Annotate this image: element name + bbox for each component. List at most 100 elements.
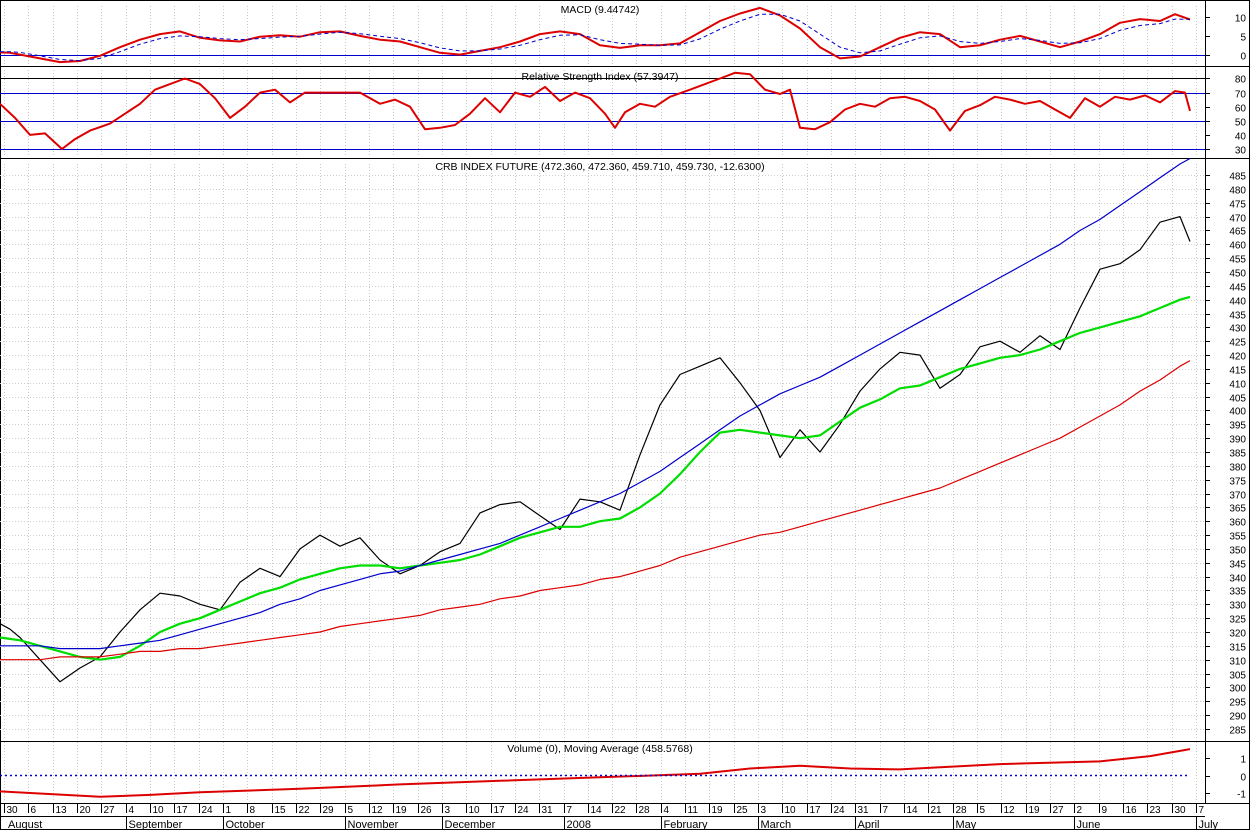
x-month-label: August: [8, 819, 42, 830]
x-day-label: 31: [858, 805, 870, 816]
chart-labels: 30 6 13 20 27 4 10 17 24 1 8 15 22 29 5 12 19 26 3 10 17 24 31…: [0, 4, 1247, 831]
x-day-label: 30: [7, 805, 19, 816]
x-day-label: 8: [250, 805, 256, 816]
x-day-label: 22: [299, 805, 311, 816]
x-month-label: November: [348, 819, 399, 830]
x-day-label: 23: [1150, 805, 1162, 816]
price-y-tick-label: 405: [1229, 394, 1246, 405]
price-y-tick-label: 400: [1229, 407, 1246, 418]
volume-y-tick-label: -1: [1237, 790, 1246, 801]
x-day-label: 24: [834, 805, 846, 816]
rsi-y-tick-label: 70: [1235, 90, 1247, 101]
x-day-label: 7: [567, 805, 573, 816]
price-y-tick-label: 455: [1229, 255, 1246, 266]
x-day-label: 12: [1004, 805, 1016, 816]
price-y-tick-label: 300: [1229, 684, 1246, 695]
price-y-tick-label: 335: [1229, 587, 1246, 598]
volume-series-0: [0, 748, 1191, 798]
price-y-tick-label: 430: [1229, 324, 1246, 335]
x-day-label: 22: [615, 805, 627, 816]
price-y-tick-label: 385: [1229, 449, 1246, 460]
x-day-label: 17: [177, 805, 189, 816]
x-day-label: 17: [810, 805, 822, 816]
rsi-y-tick-label: 40: [1235, 132, 1247, 143]
chart-series: [0, 6, 1191, 798]
x-day-label: 1: [226, 805, 232, 816]
price-y-tick-label: 465: [1229, 227, 1246, 238]
price-y-tick-label: 425: [1229, 338, 1246, 349]
x-day-label: 5: [348, 805, 354, 816]
macd-y-tick-label: 10: [1235, 14, 1247, 25]
price-y-tick-label: 315: [1229, 643, 1246, 654]
price-y-tick-label: 330: [1229, 601, 1246, 612]
price-title: CRB INDEX FUTURE (472.360, 472.360, 459.…: [435, 161, 764, 173]
x-day-label: 19: [396, 805, 408, 816]
x-day-label: 27: [1053, 805, 1065, 816]
price-y-tick-label: 295: [1229, 698, 1246, 709]
x-day-label: 7: [883, 805, 889, 816]
x-month-label: June: [1077, 819, 1101, 830]
rsi-y-tick-label: 50: [1235, 118, 1247, 129]
price-y-tick-label: 340: [1229, 574, 1246, 585]
price-y-tick-label: 485: [1229, 172, 1246, 183]
price-y-tick-label: 370: [1229, 491, 1246, 502]
price-y-tick-label: 390: [1229, 435, 1246, 446]
x-month-label: July: [1199, 819, 1219, 830]
price-y-tick-label: 475: [1229, 200, 1246, 211]
x-month-label: April: [858, 819, 880, 830]
x-day-label: 30: [1175, 805, 1187, 816]
price-y-tick-label: 320: [1229, 629, 1246, 640]
x-day-label: 4: [129, 805, 135, 816]
rsi-y-tick-label: 30: [1235, 146, 1247, 157]
rsi-series-0: [0, 71, 1191, 150]
price-y-tick-label: 480: [1229, 186, 1246, 197]
volume-title: Volume (0), Moving Average (458.5768): [507, 743, 692, 755]
x-day-label: 14: [907, 805, 919, 816]
price-series-2: [0, 157, 1191, 650]
x-month-label: September: [129, 819, 183, 830]
price-y-tick-label: 415: [1229, 366, 1246, 377]
price-y-tick-label: 470: [1229, 214, 1246, 225]
x-day-label: 14: [591, 805, 603, 816]
x-day-label: 10: [469, 805, 481, 816]
price-y-tick-label: 285: [1229, 726, 1246, 737]
price-y-tick-label: 420: [1229, 352, 1246, 363]
x-day-label: 25: [737, 805, 749, 816]
price-y-tick-label: 290: [1229, 712, 1246, 723]
x-day-label: 6: [31, 805, 37, 816]
x-day-label: 5: [980, 805, 986, 816]
x-day-label: 3: [761, 805, 767, 816]
price-series-3: [0, 360, 1191, 661]
x-day-label: 29: [323, 805, 335, 816]
price-y-tick-label: 410: [1229, 380, 1246, 391]
x-day-label: 19: [1029, 805, 1041, 816]
x-day-label: 9: [1102, 805, 1108, 816]
macd-series-1: [0, 13, 1191, 62]
x-day-label: 28: [956, 805, 968, 816]
price-y-tick-label: 350: [1229, 546, 1246, 557]
macd-y-tick-label: 5: [1240, 33, 1246, 44]
price-y-tick-label: 450: [1229, 269, 1246, 280]
x-day-label: 11: [688, 805, 699, 816]
x-month-label: 2008: [567, 819, 591, 830]
rsi-title: Relative Strength Index (57.3947): [521, 71, 678, 83]
price-series-0: [0, 216, 1191, 683]
x-month-label: March: [761, 819, 792, 830]
x-day-label: 15: [275, 805, 287, 816]
x-day-label: 16: [1126, 805, 1138, 816]
x-day-label: 10: [785, 805, 797, 816]
x-day-label: 19: [712, 805, 724, 816]
price-y-tick-label: 375: [1229, 477, 1246, 488]
price-y-tick-label: 360: [1229, 518, 1246, 529]
x-day-label: 28: [639, 805, 651, 816]
x-day-label: 24: [202, 805, 214, 816]
x-day-label: 2: [1077, 805, 1083, 816]
x-month-label: May: [956, 819, 977, 830]
price-y-tick-label: 460: [1229, 241, 1246, 252]
price-y-tick-label: 365: [1229, 504, 1246, 515]
macd-title: MACD (9.44742): [561, 4, 640, 16]
price-series-1: [0, 295, 1191, 661]
x-day-label: 12: [372, 805, 384, 816]
price-y-tick-label: 440: [1229, 297, 1246, 308]
